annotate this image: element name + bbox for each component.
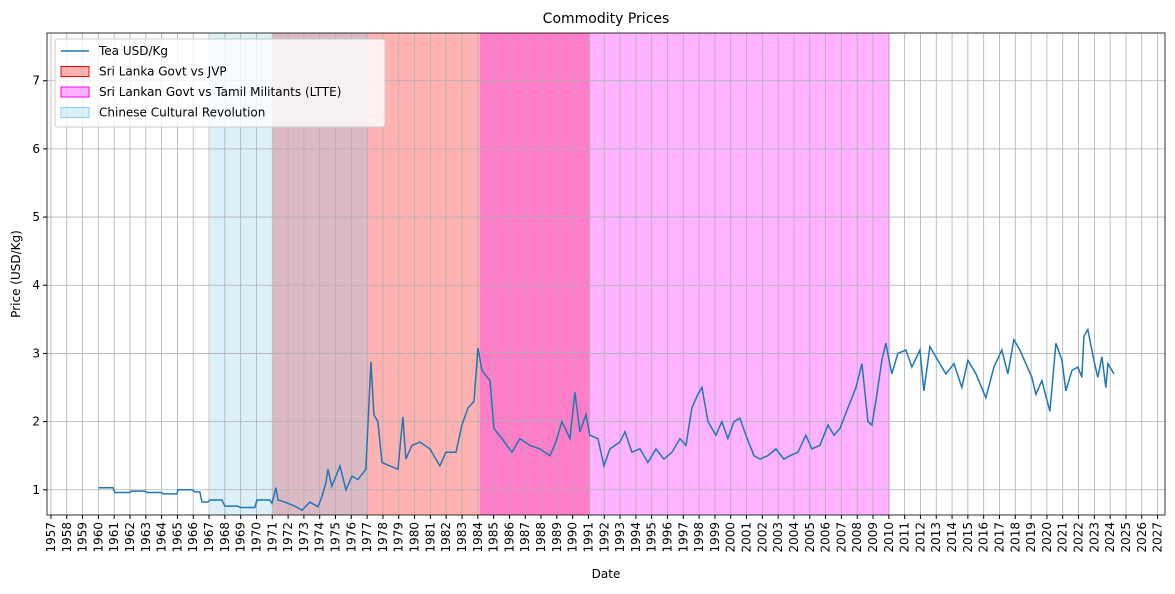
x-tick-label: 1982 <box>439 522 453 553</box>
x-tick-label: 2012 <box>913 522 927 553</box>
x-tick-label: 1981 <box>423 522 437 553</box>
x-tick-label: 1978 <box>376 522 390 553</box>
x-tick-label: 2008 <box>850 522 864 553</box>
x-tick-label: 1977 <box>360 522 374 553</box>
x-tick-label: 2007 <box>834 522 848 553</box>
x-tick-label: 2027 <box>1151 522 1165 553</box>
x-tick-label: 2006 <box>819 522 833 553</box>
x-tick-label: 1985 <box>487 522 501 553</box>
legend: Tea USD/Kg Sri Lanka Govt vs JVP Sri Lanka… <box>54 38 386 128</box>
x-tick-label: 2020 <box>1040 522 1054 553</box>
x-tick-label: 1964 <box>155 522 169 553</box>
x-tick-label: 2022 <box>1072 522 1086 553</box>
x-tick-label: 1969 <box>234 522 248 553</box>
legend-label: Sri Lanka Govt vs JVP <box>99 65 227 79</box>
x-tick-label: 1957 <box>44 522 58 553</box>
x-tick-label: 2016 <box>977 522 991 553</box>
x-tick-label: 2010 <box>882 522 896 553</box>
x-tick-label: 1966 <box>186 522 200 553</box>
x-tick-label: 1989 <box>550 522 564 553</box>
x-tick-label: 1998 <box>692 522 706 553</box>
x-tick-label: 2014 <box>945 522 959 553</box>
x-tick-label: 1976 <box>344 522 358 553</box>
y-tick-label: 7 <box>32 74 40 88</box>
data-line <box>98 327 1115 512</box>
x-tick-label: 2018 <box>1008 522 1022 553</box>
x-tick-label: 2023 <box>1087 522 1101 553</box>
x-tick-label: 1986 <box>502 522 516 553</box>
x-tick-label: 1967 <box>202 522 216 553</box>
legend-patch <box>60 107 90 118</box>
legend-patch <box>60 66 90 77</box>
x-tick-label: 1996 <box>660 522 674 553</box>
y-tick-label: 5 <box>32 210 40 224</box>
x-tick-label: 1962 <box>123 522 137 553</box>
y-tick-label: 4 <box>32 278 40 292</box>
x-tick-label: 1990 <box>566 522 580 553</box>
chart-title: Commodity Prices <box>543 11 670 27</box>
legend-patch <box>60 86 90 98</box>
x-tick-label: 2004 <box>787 522 801 553</box>
x-tick-label: 1993 <box>613 522 627 553</box>
x-tick-label: 2011 <box>898 522 912 553</box>
x-tick-label: 2013 <box>929 522 943 553</box>
x-tick-label: 1997 <box>676 522 690 553</box>
y-tick-label: 6 <box>32 142 40 156</box>
x-tick-label: 1987 <box>518 522 532 553</box>
x-tick-label: 1999 <box>708 522 722 553</box>
x-tick-label: 1979 <box>392 522 406 553</box>
x-tick-label: 1994 <box>629 522 643 553</box>
legend-box <box>54 38 386 128</box>
x-tick-label: 2024 <box>1103 522 1117 553</box>
x-tick-label: 2021 <box>1056 522 1070 553</box>
legend-label: Chinese Cultural Revolution <box>99 106 265 120</box>
x-tick-label: 1971 <box>265 522 279 553</box>
x-tick-label: 2026 <box>1135 522 1149 553</box>
x-tick-label: 2000 <box>724 522 738 553</box>
x-tick-label: 1984 <box>471 522 485 553</box>
x-tick-label: 1959 <box>76 522 90 553</box>
x-tick-label: 1968 <box>218 522 232 553</box>
x-tick-label: 1970 <box>249 522 263 553</box>
x-tick-label: 1974 <box>313 522 327 553</box>
x-tick-label: 2003 <box>771 522 785 553</box>
x-tick-label: 2019 <box>1024 522 1038 553</box>
x-tick-label: 2015 <box>961 522 975 553</box>
x-tick-label: 2025 <box>1119 522 1133 553</box>
y-tick-label: 2 <box>32 415 40 429</box>
x-axis-label: Date <box>592 567 621 581</box>
x-tick-label: 1991 <box>581 522 595 553</box>
x-tick-label: 1992 <box>597 522 611 553</box>
y-tick-label: 3 <box>32 346 40 360</box>
x-tick-label: 1983 <box>455 522 469 553</box>
x-tick-label: 1988 <box>534 522 548 553</box>
x-tick-label: 1963 <box>139 522 153 553</box>
legend-label: Sri Lankan Govt vs Tamil Militants (LTTE… <box>99 85 341 99</box>
x-tick-label: 1975 <box>329 522 343 553</box>
x-tick-label: 2017 <box>992 522 1006 553</box>
x-tick-label: 1980 <box>408 522 422 553</box>
x-tick-label: 2009 <box>866 522 880 553</box>
x-tick-label: 2002 <box>755 522 769 553</box>
x-tick-label: 2001 <box>740 522 754 553</box>
x-tick-label: 1961 <box>107 522 121 553</box>
x-tick-label: 1995 <box>645 522 659 553</box>
y-tick-label: 1 <box>32 483 40 497</box>
x-tick-label: 1965 <box>170 522 184 553</box>
x-tick-label: 1960 <box>91 522 105 553</box>
x-tick-label: 2005 <box>803 522 817 553</box>
x-tick-label: 1972 <box>281 522 295 553</box>
shaded-span <box>479 33 890 515</box>
y-axis-label: Price (USD/Kg) <box>9 230 23 318</box>
x-tick-label: 1973 <box>297 522 311 553</box>
plot-frame <box>46 32 1166 516</box>
x-tick-label: 1958 <box>60 522 74 553</box>
legend-label: Tea USD/Kg <box>98 44 168 58</box>
